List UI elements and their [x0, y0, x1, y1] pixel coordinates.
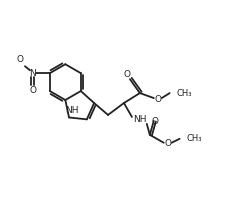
Text: O: O	[17, 55, 24, 64]
Text: O: O	[151, 117, 159, 126]
Text: O: O	[123, 70, 130, 79]
Text: O: O	[154, 94, 161, 104]
Text: O: O	[30, 86, 36, 95]
Text: CH₃: CH₃	[177, 89, 192, 98]
Text: NH: NH	[65, 106, 79, 115]
Text: CH₃: CH₃	[186, 134, 202, 143]
Text: NH: NH	[133, 115, 147, 124]
Text: O: O	[164, 139, 171, 148]
Text: N: N	[30, 69, 36, 78]
